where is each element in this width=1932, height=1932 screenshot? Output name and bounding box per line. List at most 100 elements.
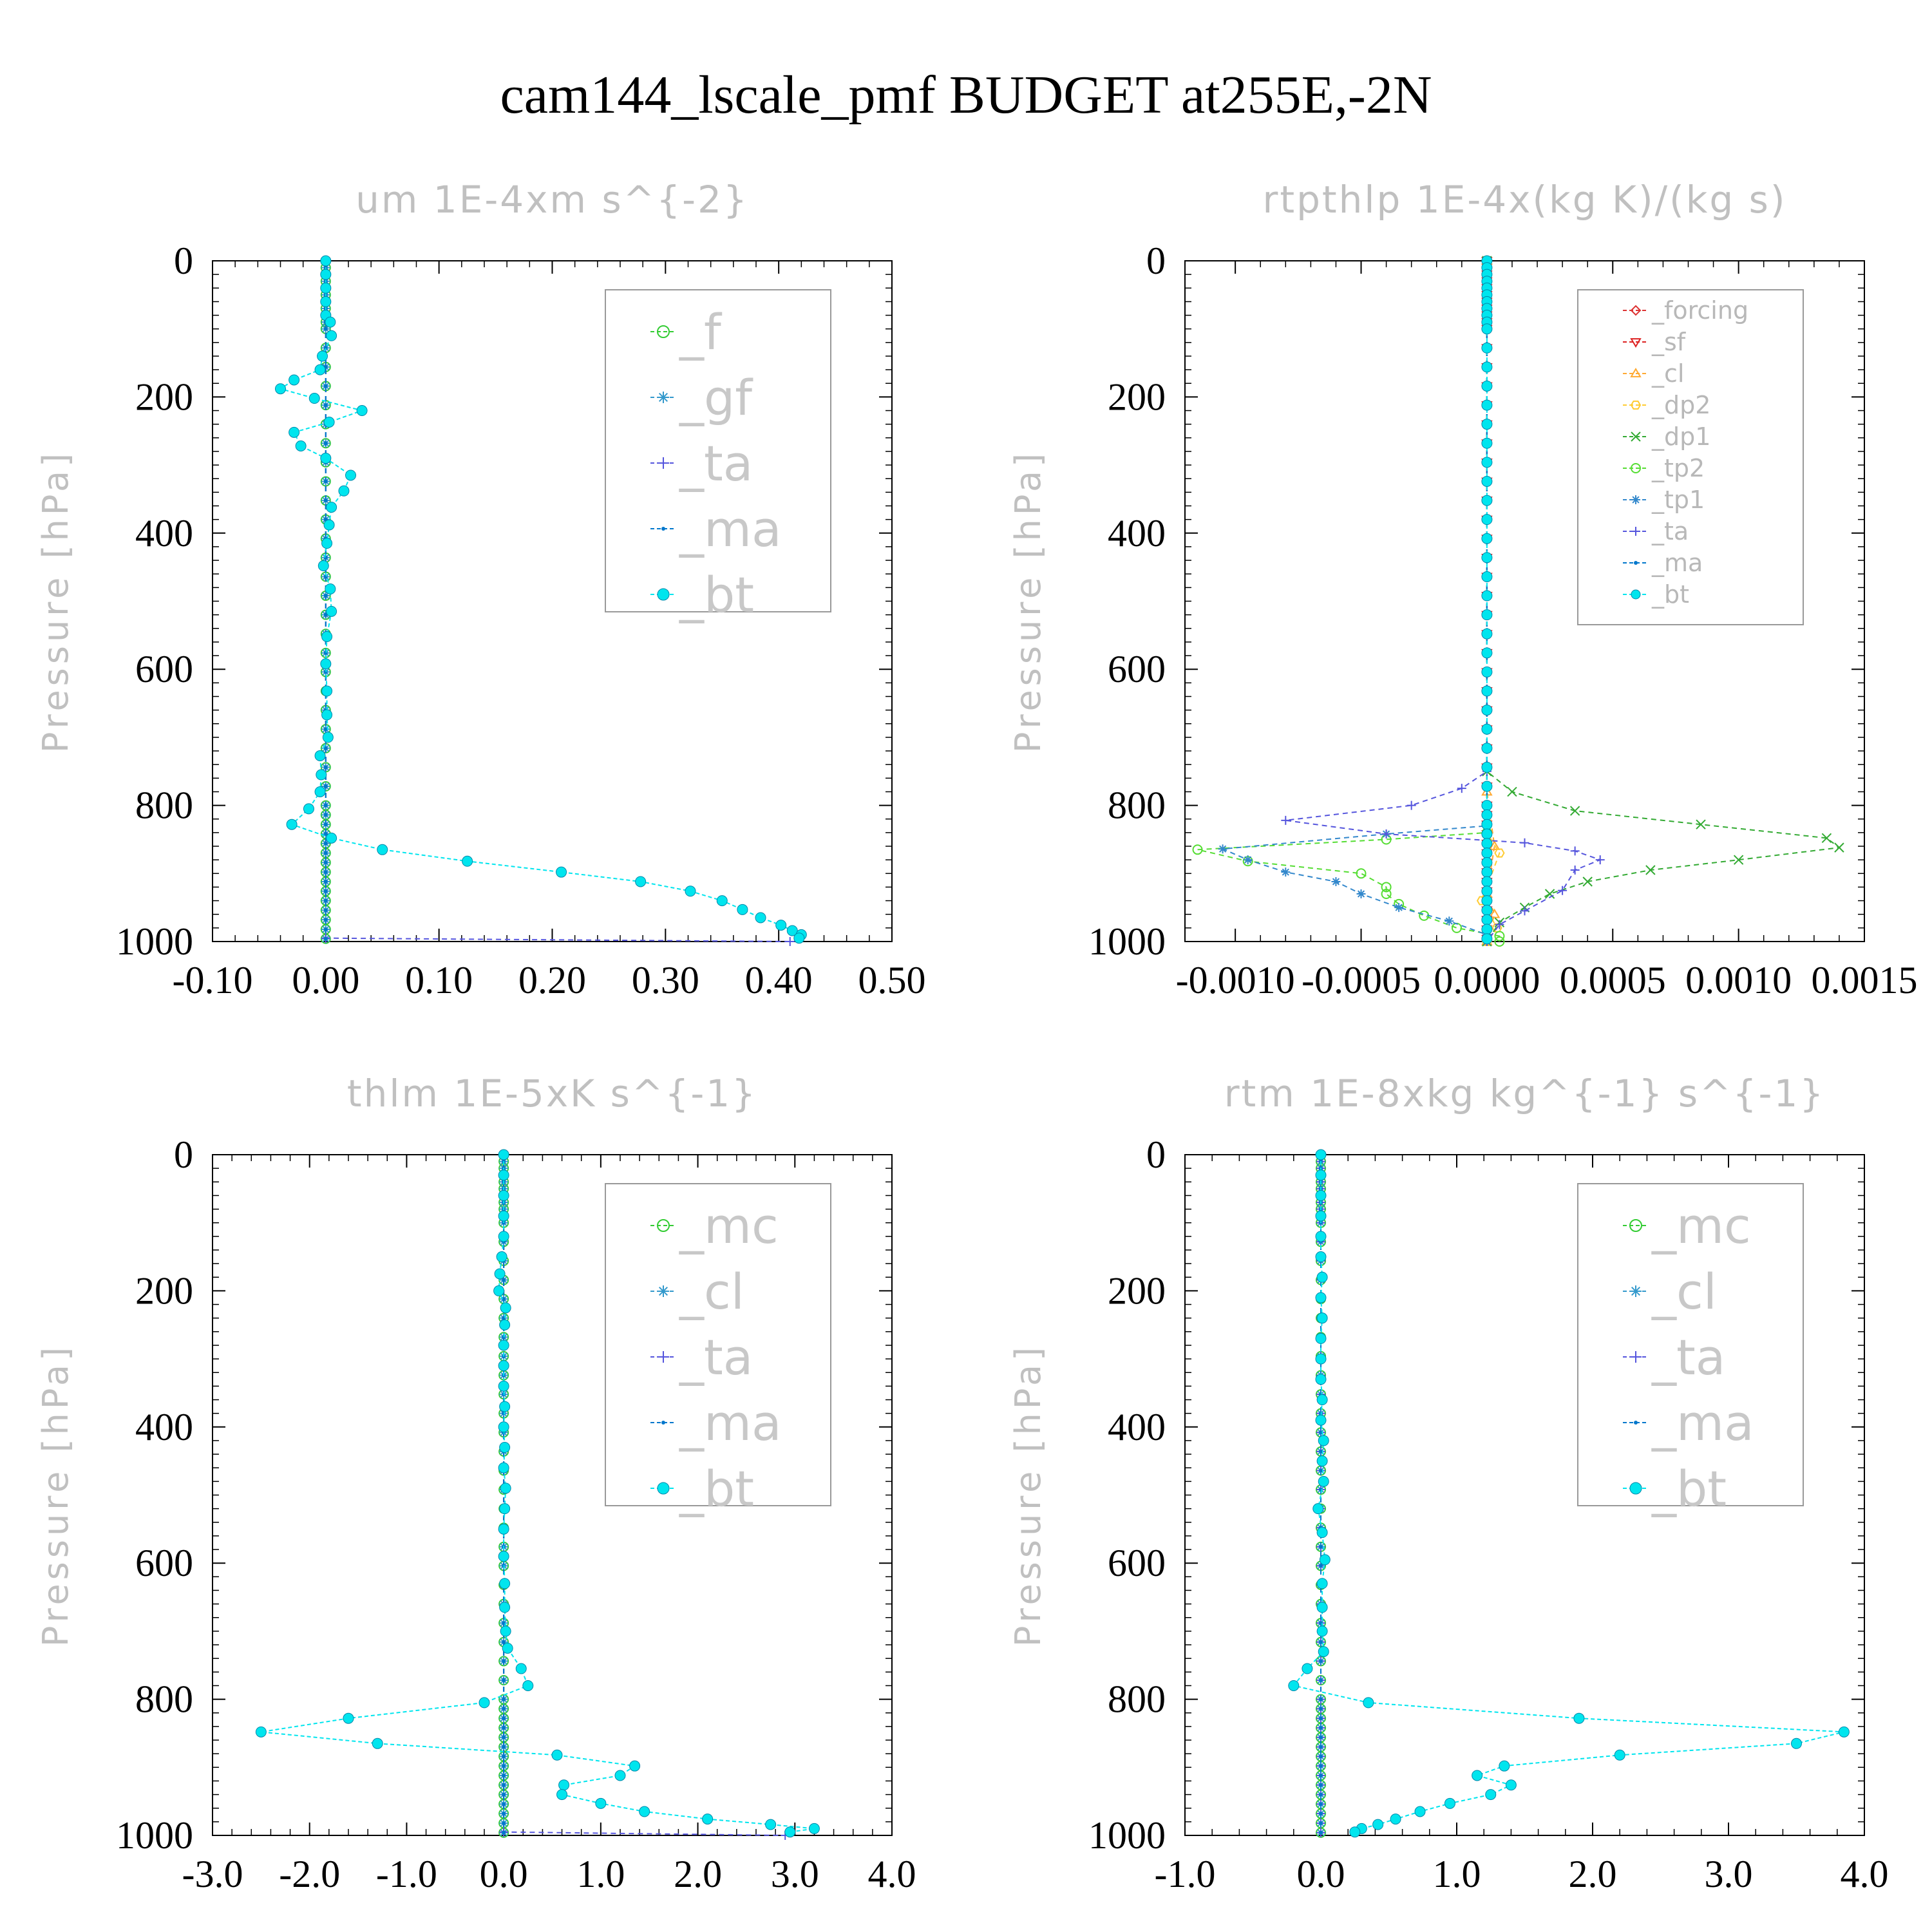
point-bt (1315, 1414, 1327, 1426)
point-ma (323, 918, 328, 922)
panel-bottom-right: rtm 1E-8xkg kg^{-1} s^{-1} Pressure [hPa]… (1008, 1072, 1889, 1895)
x-tick-label: 0.0 (1297, 1853, 1345, 1895)
point-ma (502, 1812, 506, 1816)
panel-top-left: um 1E-4xm s^{-2} Pressure [hPa] -0.10 0.00 0… (35, 178, 926, 1001)
x-tick-label: 0.30 (632, 959, 699, 1001)
y-tick-label: 0 (1146, 240, 1166, 282)
x-tick-label: -0.10 (173, 959, 253, 1001)
point-bt (326, 330, 337, 341)
legend-label-dp1: _dp1 (1651, 422, 1710, 451)
point-ta (1595, 855, 1605, 865)
legend-label-bt: _bt (1651, 1460, 1727, 1517)
point-ma (502, 1773, 506, 1777)
legend-label-f: _f (679, 303, 723, 361)
point-bt (1791, 1738, 1802, 1749)
x-tick-label: 1.0 (1433, 1853, 1481, 1895)
y-tick-label: 200 (135, 375, 193, 418)
legend-marker-cl (1630, 1285, 1642, 1297)
point-bt (1614, 1749, 1625, 1761)
point-bt (1312, 1503, 1324, 1515)
point-bt (1315, 1170, 1327, 1181)
point-ma (502, 1802, 506, 1806)
point-bt (494, 1268, 506, 1280)
series-line-tp1 (1222, 261, 1488, 942)
point-tp2 (1192, 844, 1203, 855)
point-bt (316, 769, 327, 781)
legend-label-ma: _ma (679, 500, 782, 558)
point-bt (308, 393, 320, 404)
point-ma (323, 498, 328, 503)
point-bt (551, 1749, 563, 1761)
point-tp2 (1452, 922, 1462, 933)
legend: _forcing _sf _cl _dp2 _dp1 _tp2 _tp1 _ta _ma _bt (1577, 289, 1804, 625)
point-bt (765, 1819, 777, 1830)
legend-marker-ta (658, 457, 669, 469)
point-ma (502, 1764, 506, 1768)
point-bt (499, 1602, 511, 1613)
y-tick-label: 200 (1108, 1269, 1166, 1312)
point-tp2 (1381, 889, 1392, 900)
point-bt (1481, 904, 1493, 916)
point-ma (323, 479, 328, 484)
point-ta (1406, 800, 1416, 810)
y-tick-label: 800 (1108, 784, 1166, 827)
y-tick-label: 1000 (1088, 1814, 1166, 1857)
point-bt (614, 1770, 626, 1781)
point-bt (321, 709, 333, 721)
point-bt (1319, 1554, 1331, 1566)
point-bt (1481, 857, 1493, 868)
point-bt (321, 685, 333, 697)
point-bt (1481, 781, 1493, 792)
point-bt (1315, 1231, 1327, 1242)
point-bt (1481, 590, 1493, 601)
point-tp1 (1394, 903, 1404, 913)
point-ma (1319, 1735, 1323, 1739)
point-dp1 (1696, 819, 1706, 829)
point-bt (1481, 571, 1493, 582)
point-bt (1318, 1435, 1329, 1446)
y-tick-label: 800 (1108, 1678, 1166, 1721)
point-dp1 (1582, 876, 1593, 887)
legend-box (605, 1183, 831, 1506)
point-ma (1319, 1754, 1323, 1759)
legend-box (1577, 289, 1804, 625)
legend-marker-dp2 (1630, 400, 1642, 410)
point-ma (323, 594, 328, 598)
point-bt (1481, 800, 1493, 811)
point-ma (1319, 1773, 1323, 1777)
point-ta (1570, 866, 1580, 875)
point-ma (1319, 1783, 1323, 1787)
y-tick-label: 800 (135, 784, 193, 827)
point-ma (502, 1640, 506, 1644)
point-bt (275, 383, 286, 395)
x-tick-label: -1.0 (376, 1853, 437, 1895)
point-bt (1481, 399, 1493, 411)
y-tick-label: 0 (1146, 1133, 1166, 1176)
legend-marker-tp2 (1631, 463, 1641, 473)
point-bt (325, 583, 336, 594)
point-tp2 (1494, 936, 1505, 947)
point-ma (323, 831, 328, 836)
legend-marker-ta (1631, 527, 1640, 536)
point-bt (1302, 1663, 1313, 1674)
point-bt (500, 1302, 511, 1314)
point-bt (498, 1189, 509, 1201)
point-ma (502, 1297, 506, 1302)
point-ma (323, 898, 328, 903)
x-tick-label: 0.0 (480, 1853, 528, 1895)
point-ma (1319, 1640, 1323, 1644)
point-ma (1319, 1792, 1323, 1797)
legend-marker-bt (1631, 589, 1641, 600)
point-bt (1481, 838, 1493, 849)
point-bt (478, 1697, 490, 1709)
legend-label-mc: _mc (1651, 1197, 1751, 1255)
legend-label-ma: _ma (679, 1394, 782, 1452)
point-dp2 (1494, 848, 1505, 858)
x-tick-label: 0.00 (292, 959, 359, 1001)
point-bt (1349, 1826, 1361, 1838)
legend-label-ma: _ma (1651, 1394, 1754, 1452)
point-ma (1319, 1725, 1323, 1730)
point-bt (1481, 809, 1493, 820)
point-bt (1481, 685, 1493, 697)
point-ma (323, 727, 328, 732)
